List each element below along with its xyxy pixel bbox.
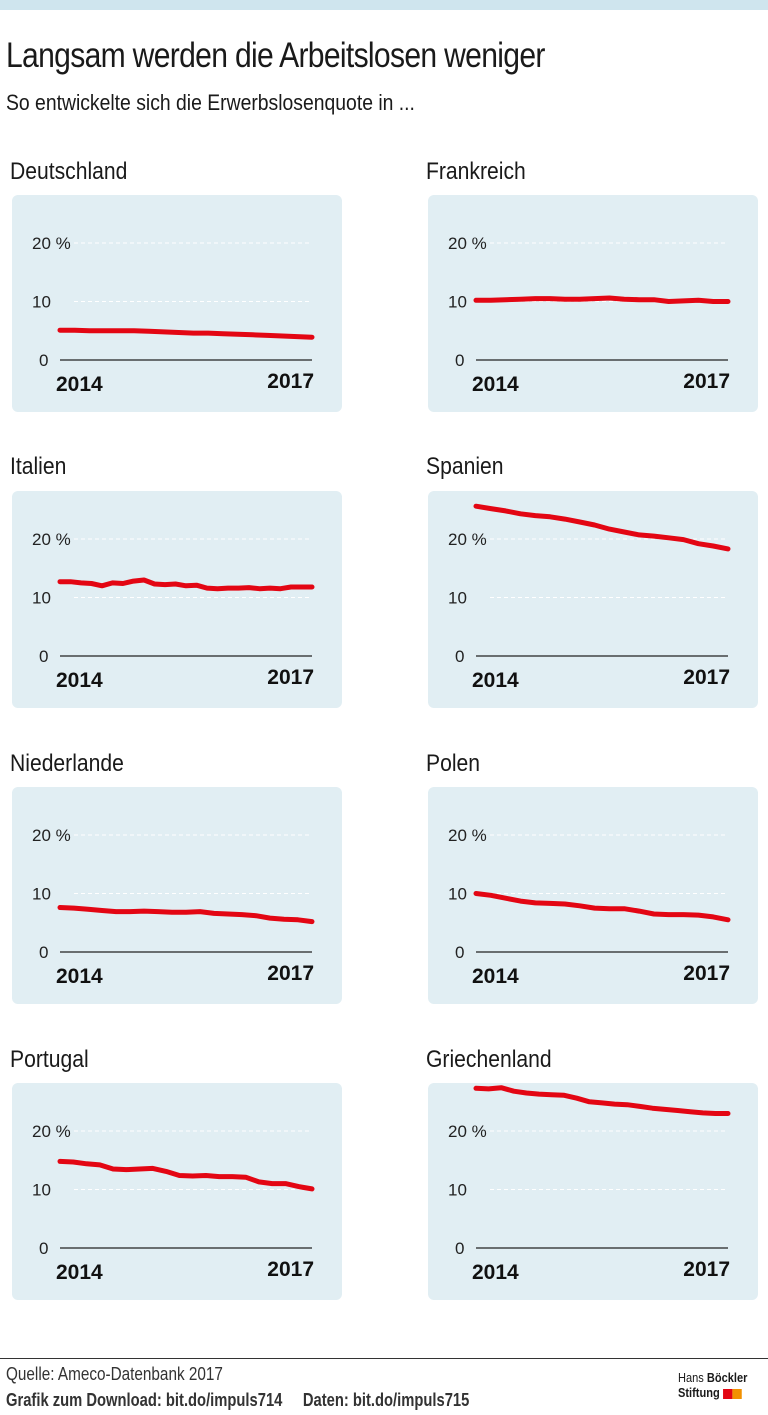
unemployment-line [473, 503, 731, 552]
y-tick-label: 20 % [448, 234, 487, 253]
download-links: Grafik zum Download: bit.do/impuls714 Da… [6, 1390, 470, 1410]
x-end-label: 2017 [683, 1258, 730, 1281]
unemployment-line [57, 905, 315, 925]
x-end-label: 2017 [267, 370, 314, 393]
chart-title: Frankreich [426, 158, 526, 185]
y-tick-label: 20 % [32, 826, 71, 845]
chart-panel: 0 10 20 % 2014 2017 [12, 787, 342, 1004]
chart-title: Griechenland [426, 1046, 552, 1073]
y-tick-label: 20 % [32, 1122, 71, 1141]
chart-panel: 0 10 20 % 2014 2017 [428, 195, 758, 412]
line-chart: 0 10 20 % 2014 2017 [448, 826, 731, 988]
y-tick-label: 10 [32, 1181, 51, 1200]
x-end-label: 2017 [683, 962, 730, 985]
chart-title: Spanien [426, 453, 504, 480]
unemployment-line [57, 1158, 315, 1192]
line-chart: 0 10 20 % 2014 2017 [32, 1122, 315, 1284]
y-tick-label: 0 [455, 351, 464, 370]
footer-divider [0, 1358, 768, 1359]
logo-orange-square [732, 1388, 742, 1399]
chart-panel: 0 10 20 % 2014 2017 [12, 1083, 342, 1300]
line-chart: 0 10 20 % 2014 2017 [32, 530, 315, 692]
x-end-label: 2017 [683, 370, 730, 393]
unemployment-line [57, 327, 315, 340]
x-end-label: 2017 [267, 1258, 314, 1281]
line-chart: 0 10 20 % 2014 2017 [448, 1085, 731, 1284]
x-start-label: 2014 [472, 669, 519, 692]
y-tick-label: 0 [39, 647, 48, 666]
chart-title: Niederlande [10, 750, 124, 777]
x-start-label: 2014 [472, 1261, 519, 1284]
y-tick-label: 10 [448, 1181, 467, 1200]
x-start-label: 2014 [56, 1261, 103, 1284]
unemployment-line [473, 295, 731, 304]
logo-red-square [722, 1388, 733, 1399]
y-tick-label: 10 [32, 293, 51, 312]
y-tick-label: 20 % [32, 530, 71, 549]
y-tick-label: 10 [32, 589, 51, 608]
x-start-label: 2014 [56, 669, 103, 692]
top-band [0, 0, 768, 10]
y-tick-label: 0 [39, 943, 48, 962]
y-tick-label: 0 [455, 647, 464, 666]
line-chart: 0 10 20 % 2014 2017 [32, 234, 315, 396]
unemployment-line [473, 891, 731, 923]
x-start-label: 2014 [472, 373, 519, 396]
x-start-label: 2014 [56, 373, 103, 396]
line-chart: 0 10 20 % 2014 2017 [448, 234, 731, 396]
y-tick-label: 10 [32, 885, 51, 904]
y-tick-label: 0 [39, 351, 48, 370]
chart-panel: 0 10 20 % 2014 2017 [428, 1083, 758, 1300]
y-tick-label: 20 % [448, 1122, 487, 1141]
page-subtitle: So entwickelte sich die Erwerbslosenquot… [6, 90, 415, 115]
chart-title: Portugal [10, 1046, 89, 1073]
x-start-label: 2014 [472, 965, 519, 988]
chart-panel: 0 10 20 % 2014 2017 [12, 195, 342, 412]
chart-panel: 0 10 20 % 2014 2017 [428, 787, 758, 1004]
chart-title: Deutschland [10, 158, 128, 185]
chart-panel: 0 10 20 % 2014 2017 [428, 491, 758, 708]
source-note: Quelle: Ameco-Datenbank 2017 [6, 1364, 223, 1384]
y-tick-label: 10 [448, 293, 467, 312]
y-tick-label: 20 % [448, 530, 487, 549]
y-tick-label: 0 [39, 1239, 48, 1258]
chart-panel: 0 10 20 % 2014 2017 [12, 491, 342, 708]
x-end-label: 2017 [683, 666, 730, 689]
y-tick-label: 0 [455, 943, 464, 962]
line-chart: 0 10 20 % 2014 2017 [32, 826, 315, 988]
y-tick-label: 10 [448, 589, 467, 608]
x-end-label: 2017 [267, 666, 314, 689]
chart-title: Italien [10, 453, 67, 480]
chart-title: Polen [426, 750, 481, 777]
line-chart: 0 10 20 % 2014 2017 [448, 503, 731, 692]
x-start-label: 2014 [56, 965, 103, 988]
hans-boeckler-logo: Hans Böckler Stiftung [678, 1370, 748, 1400]
y-tick-label: 0 [455, 1239, 464, 1258]
x-end-label: 2017 [267, 962, 314, 985]
y-tick-label: 20 % [448, 826, 487, 845]
unemployment-line [57, 577, 315, 592]
y-tick-label: 10 [448, 885, 467, 904]
page-title: Langsam werden die Arbeitslosen weniger [6, 36, 545, 75]
unemployment-line [473, 1085, 731, 1116]
y-tick-label: 20 % [32, 234, 71, 253]
